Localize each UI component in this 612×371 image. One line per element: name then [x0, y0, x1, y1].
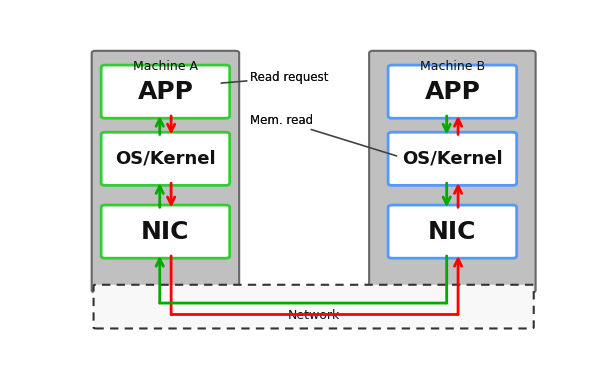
FancyBboxPatch shape [388, 205, 517, 258]
FancyBboxPatch shape [101, 65, 230, 118]
FancyBboxPatch shape [94, 285, 534, 328]
Text: NIC: NIC [428, 220, 477, 244]
FancyBboxPatch shape [92, 51, 239, 292]
Text: APP: APP [425, 80, 480, 104]
Text: Machine A: Machine A [133, 60, 198, 73]
FancyBboxPatch shape [101, 132, 230, 186]
FancyBboxPatch shape [101, 205, 230, 258]
Text: OS/Kernel: OS/Kernel [402, 150, 502, 168]
Text: NIC: NIC [141, 220, 190, 244]
Text: OS/Kernel: OS/Kernel [115, 150, 216, 168]
Text: Read request: Read request [250, 71, 328, 84]
Text: APP: APP [138, 80, 193, 104]
Text: Machine B: Machine B [420, 60, 485, 73]
Text: Network: Network [288, 309, 340, 322]
Text: Mem. read: Mem. read [250, 114, 313, 127]
FancyBboxPatch shape [388, 65, 517, 118]
Text: Mem. read: Mem. read [250, 114, 397, 156]
FancyBboxPatch shape [369, 51, 536, 292]
Text: Read request: Read request [221, 71, 328, 84]
FancyBboxPatch shape [388, 132, 517, 186]
